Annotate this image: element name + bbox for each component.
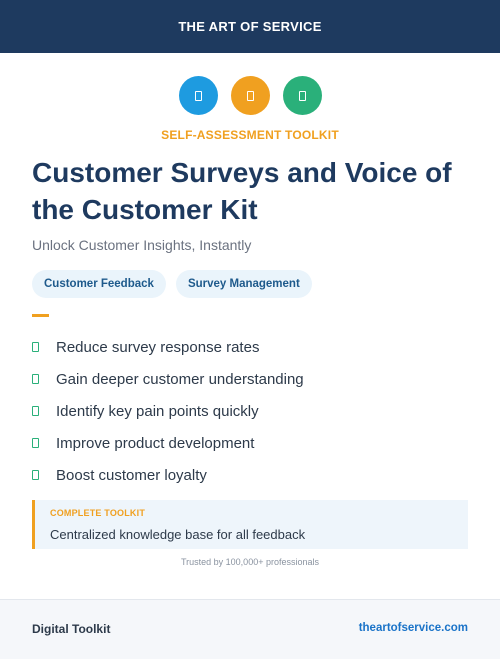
- footer-bar: Digital Toolkit theartofservice.com: [0, 599, 500, 659]
- trusted-note: Trusted by 100,000+ professionals: [180, 557, 319, 567]
- list-item: Gain deeper customer understanding: [32, 363, 304, 395]
- feature-text: Gain deeper customer understanding: [56, 370, 304, 388]
- list-item: Improve product development: [32, 427, 304, 459]
- brand-title: THE ART OF SERVICE: [178, 19, 322, 34]
- toolkit-icon-3: [282, 76, 322, 115]
- feature-text: Identify key pain points quickly: [56, 402, 259, 420]
- toolkit-icon-1: [178, 76, 218, 115]
- tag-customer-feedback[interactable]: Customer Feedback: [32, 270, 166, 298]
- website-link[interactable]: theartofservice.com: [358, 622, 468, 634]
- feature-text: Improve product development: [56, 434, 255, 452]
- toolkit-icon-2: [230, 76, 270, 115]
- check-icon: [32, 342, 39, 352]
- accent-divider: [32, 314, 49, 317]
- toolkit-callout: COMPLETE TOOLKIT Centralized knowledge b…: [32, 500, 468, 549]
- check-icon: [32, 406, 39, 416]
- list-item: Reduce survey response rates: [32, 331, 304, 363]
- kicker-label: SELF-ASSESSMENT TOOLKIT: [161, 128, 339, 142]
- footer-label: Digital Toolkit: [32, 622, 111, 636]
- feature-text: Reduce survey response rates: [56, 338, 260, 356]
- document-icon: [298, 90, 306, 101]
- check-icon: [32, 374, 39, 384]
- feature-text: Boost customer loyalty: [56, 466, 207, 484]
- header-bar: THE ART OF SERVICE: [0, 0, 500, 53]
- page-title: Customer Surveys and Voice of the Custom…: [32, 157, 452, 225]
- callout-label: COMPLETE TOOLKIT: [50, 508, 146, 518]
- document-icon: [246, 90, 254, 101]
- subtitle: Unlock Customer Insights, Instantly: [32, 237, 252, 253]
- list-item: Boost customer loyalty: [32, 459, 304, 491]
- check-icon: [32, 470, 39, 480]
- document-icon: [194, 90, 202, 101]
- icon-row: [0, 76, 500, 115]
- tag-list: Customer Feedback Survey Management: [32, 270, 312, 298]
- callout-text: Centralized knowledge base for all feedb…: [50, 527, 306, 542]
- tag-survey-management[interactable]: Survey Management: [175, 270, 312, 298]
- feature-list: Reduce survey response rates Gain deeper…: [32, 331, 304, 491]
- check-icon: [32, 438, 39, 448]
- list-item: Identify key pain points quickly: [32, 395, 304, 427]
